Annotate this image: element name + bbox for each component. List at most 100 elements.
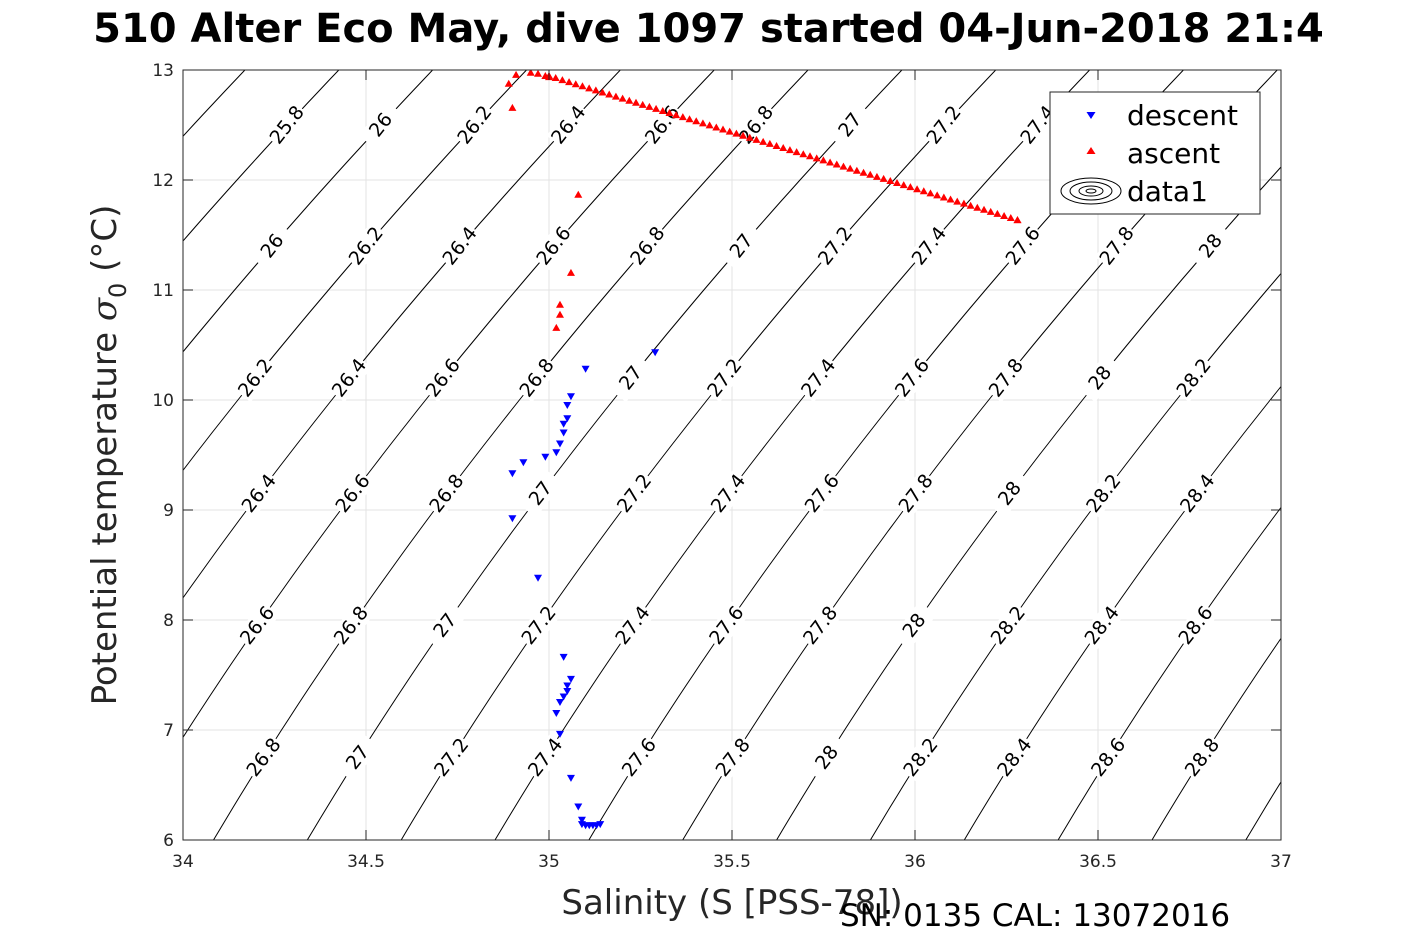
contour-label-bg bbox=[704, 601, 749, 650]
contour-label-bg bbox=[514, 353, 560, 403]
ascent-marker bbox=[555, 300, 564, 308]
x-tick-label: 34.5 bbox=[347, 852, 385, 872]
descent-marker bbox=[596, 821, 605, 829]
contour-label-bg bbox=[250, 221, 295, 271]
legend-descent-marker bbox=[1086, 112, 1096, 119]
contour-label-bg bbox=[800, 469, 845, 518]
contour-label-bg bbox=[523, 733, 568, 782]
descent-marker bbox=[563, 415, 572, 423]
footer-serial: SN: 0135 CAL: 13072016 bbox=[840, 898, 1231, 934]
descent-marker bbox=[552, 449, 561, 457]
ascent-marker bbox=[692, 117, 701, 125]
isopycnal-line bbox=[183, 70, 715, 739]
descent-marker bbox=[555, 699, 564, 706]
descent-marker bbox=[552, 710, 561, 717]
ascent-marker bbox=[993, 209, 1002, 217]
isopycnal-line bbox=[776, 166, 1281, 840]
descent-marker bbox=[566, 774, 575, 782]
contour-label-bg bbox=[1188, 221, 1234, 271]
contour-label-bg bbox=[330, 469, 376, 518]
ascent-marker bbox=[578, 82, 587, 90]
ascent-marker bbox=[966, 201, 975, 209]
isopycnal-line bbox=[869, 272, 1281, 840]
contour-label-bg bbox=[612, 469, 657, 518]
descent-marker bbox=[577, 816, 586, 824]
ascent-marker bbox=[973, 203, 982, 211]
ascent-marker bbox=[638, 100, 647, 108]
contour-label-bg bbox=[1081, 469, 1127, 518]
y-tick-label: 9 bbox=[163, 501, 174, 521]
ascent-marker bbox=[980, 205, 989, 213]
ascent-marker bbox=[625, 96, 634, 104]
x-tick-label: 35.5 bbox=[713, 852, 751, 872]
x-tick-label: 36.5 bbox=[1079, 852, 1117, 872]
ascent-marker bbox=[574, 190, 583, 198]
ascent-marker bbox=[652, 104, 661, 112]
ascent-marker bbox=[725, 127, 734, 135]
contour-label-bg bbox=[706, 469, 751, 518]
ascent-marker bbox=[598, 88, 607, 96]
contour-label-bg bbox=[711, 733, 756, 782]
ascent-marker bbox=[685, 115, 694, 123]
ascent-marker bbox=[832, 160, 841, 168]
legend-data1-label: data1 bbox=[1127, 175, 1208, 208]
contour-label-bg bbox=[892, 601, 937, 650]
contour-label-bg bbox=[335, 733, 381, 782]
descent-marker bbox=[574, 803, 583, 811]
contour-label-bg bbox=[796, 353, 841, 403]
y-tick-label: 7 bbox=[163, 721, 174, 741]
ascent-marker bbox=[565, 78, 574, 86]
contour-label-bg bbox=[984, 353, 1029, 403]
descent-marker bbox=[508, 515, 517, 523]
ascent-marker bbox=[719, 125, 728, 133]
descent-marker bbox=[563, 402, 572, 409]
contour-label-bg bbox=[907, 221, 952, 271]
descent-marker bbox=[566, 393, 575, 401]
ascent-marker bbox=[678, 113, 687, 121]
contour-label-bg bbox=[518, 469, 563, 518]
contour-label-bg bbox=[424, 469, 470, 518]
ascent-marker bbox=[672, 111, 681, 119]
contour-label-bg bbox=[236, 469, 282, 518]
y-tick-label: 10 bbox=[152, 391, 174, 411]
descent-marker bbox=[563, 688, 572, 695]
contour-label-bg bbox=[516, 601, 562, 650]
contour-label-bg bbox=[617, 733, 662, 782]
isopycnal-line bbox=[183, 70, 340, 242]
ascent-marker bbox=[779, 144, 788, 152]
ascent-marker bbox=[846, 164, 855, 172]
ascent-marker bbox=[752, 135, 761, 143]
descent-marker bbox=[519, 459, 528, 467]
y-tick-label: 6 bbox=[163, 831, 174, 851]
contour-label-bg bbox=[423, 601, 468, 650]
contour-label-bg bbox=[358, 100, 404, 150]
ascent-marker bbox=[504, 79, 513, 87]
contour-label-bg bbox=[813, 221, 858, 271]
isopycnal-line bbox=[1151, 637, 1281, 840]
contour-label-bg bbox=[1173, 601, 1219, 650]
contour-label-bg bbox=[1079, 601, 1125, 650]
ascent-marker bbox=[953, 197, 962, 205]
contour-label-bg bbox=[640, 100, 685, 150]
ascent-marker bbox=[765, 139, 774, 147]
ascent-marker bbox=[566, 268, 575, 276]
descent-marker bbox=[541, 453, 550, 461]
contour-label-bg bbox=[546, 100, 591, 150]
contour-label-bg bbox=[719, 221, 764, 271]
x-tick-label: 34 bbox=[172, 852, 194, 872]
contour-label-bg bbox=[327, 353, 372, 403]
ascent-marker bbox=[772, 141, 781, 149]
isopycnal-line bbox=[306, 70, 903, 840]
x-axis-label: Salinity (S [PSS-78]) bbox=[561, 883, 902, 923]
x-tick-label: 37 bbox=[1270, 852, 1292, 872]
y-tick-label: 13 bbox=[152, 61, 174, 81]
ascent-marker bbox=[839, 162, 848, 170]
contour-label-bg bbox=[1180, 733, 1225, 782]
axis-ticks: 34 34.5 35 35.5 36 36.5 37 6 7 8 9 10 11 12 13 bbox=[152, 61, 1291, 872]
data-series bbox=[504, 70, 1022, 830]
contour-label-bg bbox=[429, 733, 474, 782]
isopycnal-line bbox=[1327, 48, 1417, 862]
legend-descent-label: descent bbox=[1127, 99, 1238, 132]
ascent-marker bbox=[799, 150, 808, 158]
contour-label-bg bbox=[452, 100, 498, 150]
